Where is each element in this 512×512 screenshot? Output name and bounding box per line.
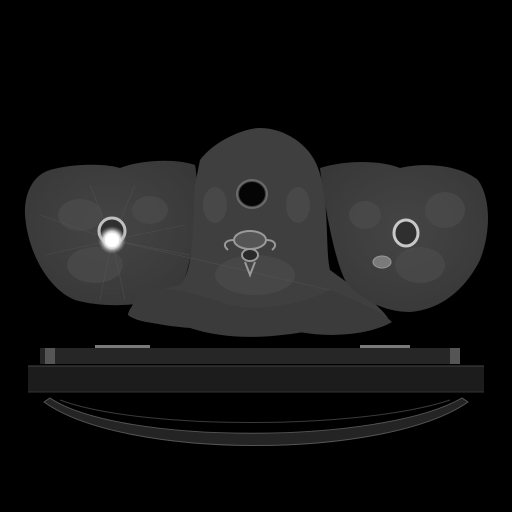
airway xyxy=(236,179,268,209)
spinous-process xyxy=(244,261,256,278)
right-deltoid xyxy=(425,192,465,228)
trachea-wall xyxy=(236,179,268,209)
table-right-support xyxy=(450,348,460,364)
neck-muscle-left xyxy=(203,187,227,223)
right-biceps xyxy=(349,201,381,229)
cervical-vertebra xyxy=(223,230,277,278)
table-left-pad xyxy=(95,345,150,348)
table-body xyxy=(28,366,484,392)
right-humerus-cortex xyxy=(392,218,420,248)
paraspinal-muscles xyxy=(215,255,295,295)
trachea-lumen xyxy=(239,182,265,206)
left-biceps xyxy=(132,196,168,224)
neck-muscle-right xyxy=(286,187,310,223)
table-left-support xyxy=(45,348,55,364)
scanner-table xyxy=(28,345,484,446)
right-bone-fragment xyxy=(372,255,392,269)
vertebral-body xyxy=(233,230,267,250)
table-right-pad xyxy=(360,345,410,348)
left-humerus xyxy=(97,216,127,254)
transverse-process-left xyxy=(223,239,235,251)
soft-tissue-structures xyxy=(58,187,465,295)
table-cradle-inner xyxy=(59,399,451,423)
right-triceps xyxy=(395,247,445,283)
transverse-process-right xyxy=(265,239,277,251)
left-deltoid xyxy=(58,199,102,231)
right-humerus xyxy=(392,218,420,248)
spinal-canal xyxy=(241,248,259,262)
lower-torso-fold xyxy=(128,288,392,337)
table-top-plate xyxy=(40,348,460,364)
table-cradle xyxy=(43,397,469,446)
metal-implant xyxy=(105,233,119,247)
